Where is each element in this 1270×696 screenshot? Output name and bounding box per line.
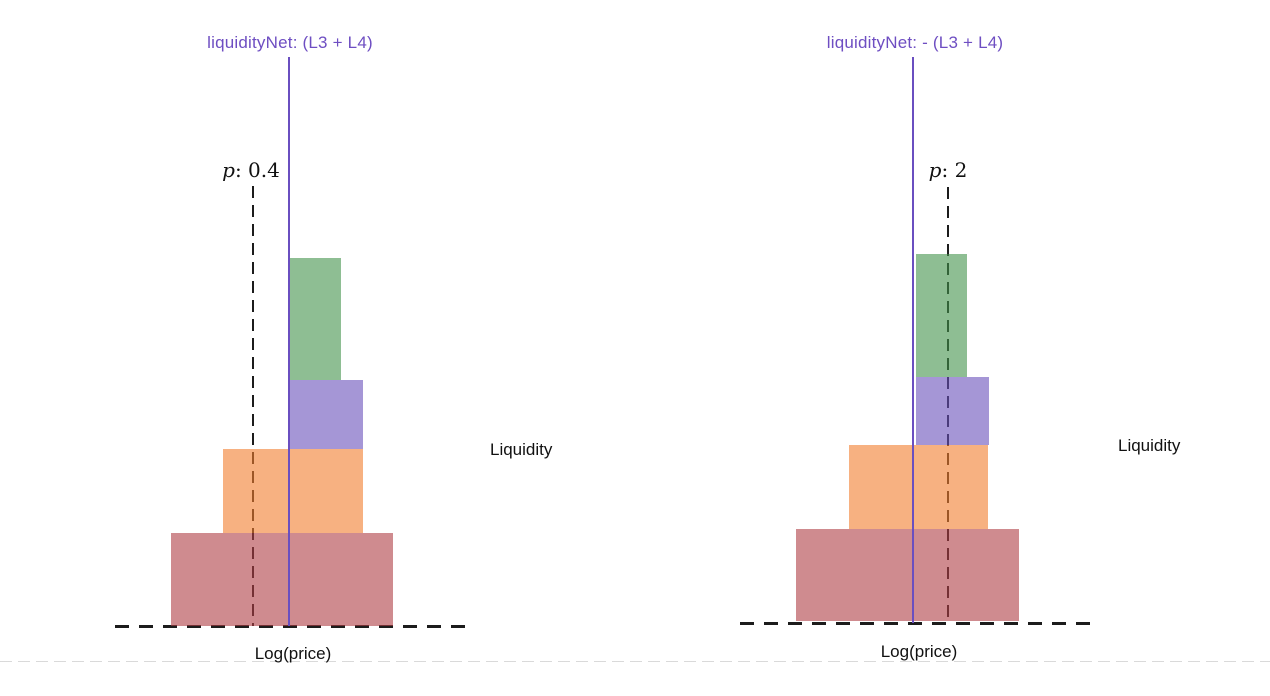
price-value-right: : 2	[941, 158, 968, 182]
liquidity-net-line-left	[287, 57, 290, 626]
x-axis-right	[740, 621, 1096, 625]
y-axis-label-right: Liquidity	[1118, 436, 1181, 455]
bar-green-left	[289, 258, 341, 380]
bar-green-right	[916, 254, 967, 377]
price-dashed-line-left	[251, 186, 254, 626]
bar-orange-right	[849, 445, 988, 529]
bar-purple-left	[289, 380, 363, 449]
price-variable-right: p	[928, 158, 942, 182]
bar-red-left	[171, 533, 393, 626]
y-axis-label-left: Liquidity	[490, 440, 553, 459]
liquidity-net-line-right	[911, 57, 914, 623]
bar-red-right	[796, 529, 1019, 621]
liquidity-net-title-left: liquidityNet: (L3 + L4)	[207, 33, 373, 52]
price-variable-left: p	[222, 158, 235, 182]
faint-bottom-rule	[0, 661, 1270, 662]
x-axis-label-left: Log(price)	[254, 644, 332, 663]
price-label-right: p: 2	[868, 158, 1028, 182]
bar-orange-left	[223, 449, 363, 533]
bar-purple-right	[916, 377, 989, 445]
x-axis-label-right: Log(price)	[880, 642, 958, 661]
x-axis-left	[115, 624, 469, 628]
price-label-left: p: 0.4	[171, 158, 331, 182]
price-value-left: : 0.4	[234, 158, 280, 182]
liquidity-net-title-right: liquidityNet: - (L3 + L4)	[826, 33, 1004, 52]
